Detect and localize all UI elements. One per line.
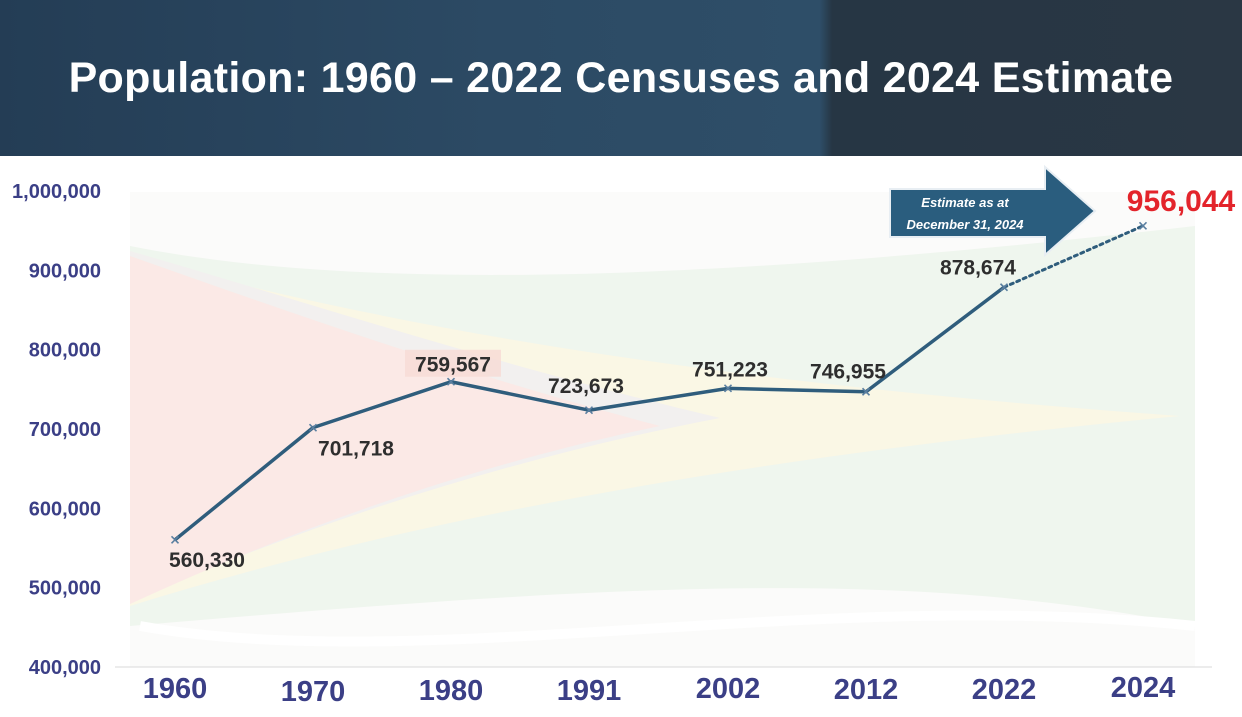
data-point <box>446 377 456 386</box>
y-tick-label: 1,000,000 <box>12 181 101 203</box>
header-banner: Population: 1960 – 2022 Censuses and 202… <box>0 0 1242 156</box>
x-tick-label: 1991 <box>557 675 622 707</box>
data-label-backdrop <box>405 349 501 377</box>
estimate-value-label: 956,044 <box>1127 185 1236 218</box>
background-flag-watermark <box>130 192 1196 667</box>
data-point <box>861 387 871 396</box>
data-label: 759,567 <box>415 354 491 377</box>
data-label: 560,330 <box>169 549 245 572</box>
x-tick-label: 1980 <box>419 675 484 707</box>
y-tick-label: 900,000 <box>29 260 101 282</box>
data-point <box>308 423 318 432</box>
data-point <box>999 283 1009 292</box>
data-label: 751,223 <box>692 358 768 381</box>
data-point <box>1138 221 1148 230</box>
data-label: 746,955 <box>810 361 886 384</box>
y-axis-ticks: 400,000 500,000 600,000 700,000 800,000 900,0… <box>12 181 101 679</box>
y-tick-label: 800,000 <box>29 340 101 362</box>
y-tick-label: 700,000 <box>29 419 101 441</box>
x-axis-ticks: 1960 1970 1980 1991 2002 2012 2022 2024 <box>143 672 1176 708</box>
data-point <box>584 406 594 415</box>
x-tick-label: 2012 <box>834 674 899 706</box>
x-tick-label: 2002 <box>696 673 761 705</box>
data-labels: 560,330 701,718 759,567 723,673 751,223 746,9… <box>169 185 1235 572</box>
y-tick-label: 600,000 <box>29 498 101 520</box>
y-tick-label: 500,000 <box>29 578 101 600</box>
x-tick-label: 2024 <box>1111 672 1176 704</box>
x-tick-label: 2022 <box>972 674 1037 706</box>
population-line-chart: 400,000 500,000 600,000 700,000 800,000 900,0… <box>12 164 1236 708</box>
x-tick-label: 1960 <box>143 673 208 705</box>
x-tick-label: 1970 <box>281 676 346 708</box>
data-label: 701,718 <box>318 438 394 461</box>
data-point <box>723 384 733 393</box>
data-label: 878,674 <box>940 256 1016 279</box>
data-point <box>170 535 180 544</box>
estimate-annotation-line2: December 31, 2024 <box>906 217 1024 232</box>
data-label: 723,673 <box>548 375 624 398</box>
estimate-arrow-shape <box>889 164 1097 258</box>
y-tick-label: 400,000 <box>29 657 101 679</box>
page-title: Population: 1960 – 2022 Censuses and 202… <box>68 53 1174 102</box>
estimate-series-line <box>1002 224 1145 289</box>
estimate-arrow: Estimate as at December 31, 2024 <box>889 164 1097 258</box>
estimate-annotation-line1: Estimate as at <box>921 195 1009 210</box>
data-points <box>170 221 1148 544</box>
